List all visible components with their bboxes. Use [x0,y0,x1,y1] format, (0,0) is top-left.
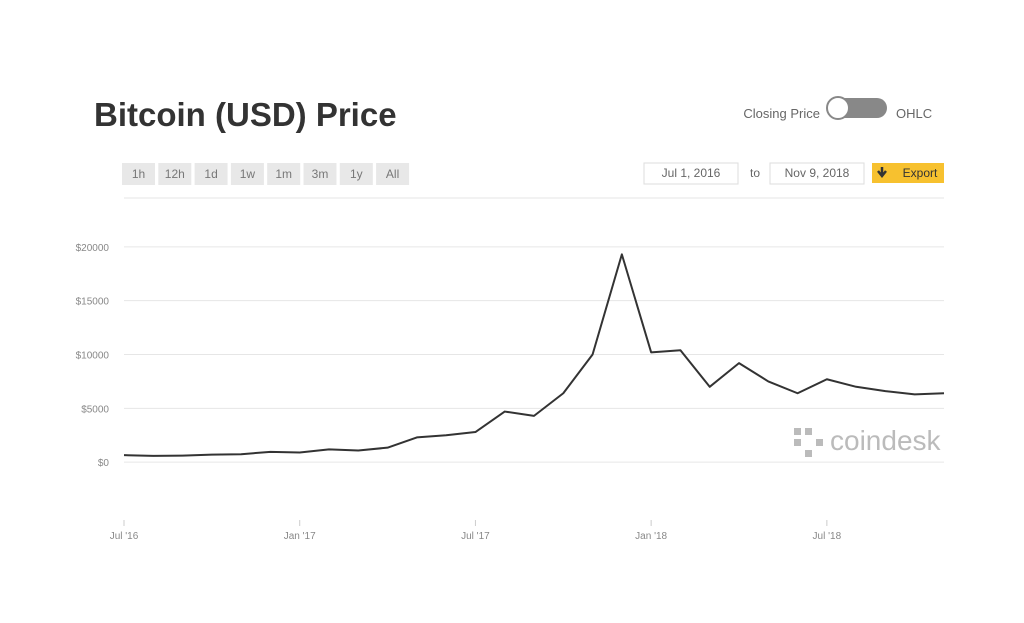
range-button[interactable] [158,163,192,185]
date-sep: to [750,166,760,180]
range-label[interactable]: 12h [165,167,185,181]
range-button[interactable] [122,163,155,185]
range-button[interactable] [303,163,337,185]
logo-dot [805,428,812,435]
price-line [123,253,945,457]
export-button[interactable]: Export [872,163,944,183]
date-to: Nov 9, 2018 [785,166,850,180]
export-bg[interactable] [872,163,944,183]
range-button[interactable] [230,163,264,185]
range-label[interactable]: 1m [275,167,292,181]
export-icon [877,167,887,179]
y-tick-label: $20000 [76,243,110,254]
x-tick-label: Jan '18 [635,531,667,542]
y-tick-label: $0 [98,458,110,469]
range-button[interactable] [194,163,228,185]
range-label[interactable]: 1w [240,167,256,181]
logo-dot [805,450,812,457]
x-tick-label: Jul '16 [110,531,139,542]
logo-dot [794,439,801,446]
y-tick-label: $5000 [81,404,109,415]
range-label[interactable]: 3m [312,167,329,181]
date-input[interactable] [769,162,865,185]
title: Bitcoin (USD) Price [94,96,397,133]
toggle-label: Closing Price [743,106,820,121]
range-button[interactable] [339,163,373,185]
range-label[interactable]: 1h [132,167,145,181]
watermark-text: coindesk [830,425,942,456]
range-button[interactable] [267,163,301,185]
toggle-knob[interactable] [826,96,850,120]
x-tick-label: Jan '17 [284,531,316,542]
logo-dot [816,439,823,446]
date-from: Jul 1, 2016 [662,166,721,180]
logo-dot [794,428,801,435]
y-tick-label: $10000 [76,351,110,362]
date-input[interactable] [643,162,739,185]
range-button[interactable] [376,163,410,185]
y-tick-label: $15000 [76,297,110,308]
toggle[interactable] [826,96,887,120]
range-label[interactable]: All [386,167,399,181]
export-label: Export [903,166,938,180]
x-tick-label: Jul '18 [813,531,842,542]
x-tick-label: Jul '17 [461,531,490,542]
toggle-label: OHLC [896,106,932,121]
range-label[interactable]: 1y [350,167,363,181]
range-label[interactable]: 1d [204,167,217,181]
watermark: coindesk [794,425,942,457]
